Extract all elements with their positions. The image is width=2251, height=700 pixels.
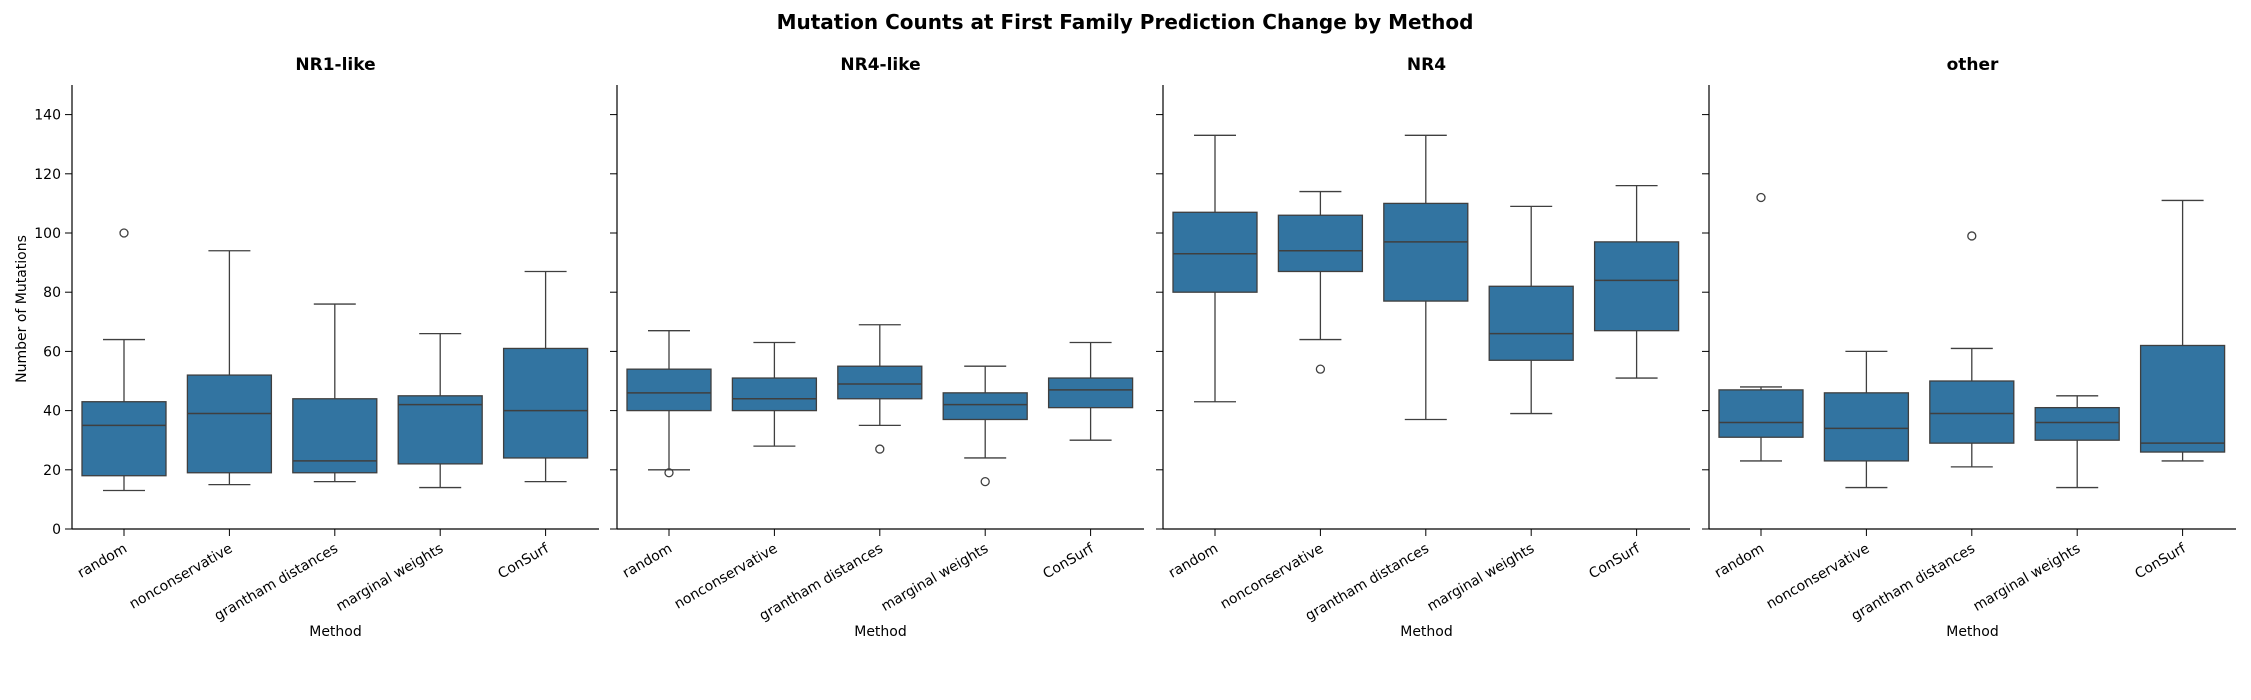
box-iqr [1172, 211, 1258, 293]
x-tick-label: random [1166, 541, 1221, 582]
y-tick-label: 80 [43, 285, 61, 301]
panel-1: NR4-likeMethodrandomnonconservativegrant… [610, 55, 1144, 640]
box-grantham-distances [1383, 134, 1469, 421]
panel-title: NR1-like [295, 55, 375, 75]
box-iqr [1823, 392, 1910, 462]
y-tick-label: 140 [34, 108, 61, 124]
box-random [81, 228, 167, 492]
panel-title: other [1947, 55, 1999, 75]
box-marginal-weights [942, 365, 1028, 487]
box-nonconservative [731, 341, 818, 447]
panel-title: NR4 [1407, 55, 1446, 75]
box-marginal-weights [1488, 205, 1574, 415]
box-iqr [1047, 377, 1134, 409]
x-axis-label: Method [1400, 624, 1453, 640]
outlier-point [1967, 231, 1977, 241]
x-tick-label: nonconservative [1764, 541, 1873, 613]
y-tick-label: 120 [34, 167, 61, 183]
x-axis-label: Method [309, 624, 362, 640]
x-tick-label: ConSurf [495, 540, 552, 582]
outlier-point [1315, 364, 1326, 374]
box-consurf [1047, 341, 1134, 441]
figure-title: Mutation Counts at First Family Predicti… [777, 10, 1474, 34]
x-tick-label: nonconservative [1218, 541, 1327, 613]
outlier-point [664, 468, 674, 478]
x-tick-label: marginal weights [1425, 541, 1538, 615]
x-axis-label: Method [1946, 624, 1999, 640]
outlier-point [119, 228, 129, 238]
panel-0: NR1-like 0 20 40 60 80 100 120 140 Number of Muta… [14, 55, 599, 640]
box-iqr [626, 368, 712, 412]
box-iqr [397, 395, 483, 465]
x-tick-label: marginal weights [879, 541, 992, 615]
x-tick-label: nonconservative [127, 541, 236, 613]
x-tick-label: ConSurf [2132, 540, 2189, 582]
box-iqr [942, 392, 1028, 421]
box-random [1718, 192, 1804, 462]
x-tick-label: nonconservative [672, 541, 781, 613]
x-tick-label: ConSurf [1586, 540, 1643, 582]
outlier-point [1756, 192, 1766, 203]
box-iqr [502, 347, 589, 459]
x-tick-label: random [75, 541, 130, 582]
box-iqr [1593, 241, 1680, 332]
box-grantham-distances [292, 303, 378, 483]
box-iqr [2139, 344, 2226, 453]
outlier-point [980, 476, 990, 487]
panel-3: otherMethodrandomnonconservativegrantham… [1702, 55, 2236, 640]
box-grantham-distances [1929, 231, 2015, 468]
box-iqr [186, 374, 273, 474]
y-tick-label: 40 [43, 404, 61, 420]
box-consurf [1593, 184, 1680, 379]
box-random [1172, 134, 1258, 403]
box-iqr [1383, 202, 1469, 302]
x-tick-label: random [620, 541, 675, 582]
box-iqr [81, 401, 167, 477]
box-iqr [2034, 406, 2120, 441]
x-axis-label: Method [854, 624, 907, 640]
box-nonconservative [1277, 190, 1364, 374]
box-grantham-distances [837, 324, 923, 454]
x-tick-label: ConSurf [1040, 540, 1097, 582]
x-tick-label: marginal weights [334, 541, 447, 615]
box-iqr [1929, 380, 2015, 444]
box-iqr [1277, 214, 1364, 273]
y-axis-label: Number of Mutations [14, 235, 30, 383]
outlier-point [875, 444, 885, 454]
box-consurf [502, 270, 589, 483]
box-iqr [1718, 389, 1804, 438]
box-marginal-weights [2034, 395, 2120, 489]
box-iqr [731, 377, 818, 412]
y-tick-label: 100 [34, 226, 61, 242]
panels: NR1-like 0 20 40 60 80 100 120 140 Number of Muta… [14, 55, 2236, 640]
box-nonconservative [186, 250, 273, 486]
box-random [626, 330, 712, 478]
box-iqr [1488, 285, 1574, 361]
box-marginal-weights [397, 332, 483, 489]
y-tick-label: 0 [52, 522, 61, 538]
box-consurf [2139, 199, 2226, 462]
y-tick-label: 20 [43, 463, 61, 479]
panel-title: NR4-like [840, 55, 920, 75]
y-tick-label: 60 [43, 344, 61, 360]
box-nonconservative [1823, 350, 1910, 489]
box-iqr [837, 365, 923, 400]
x-tick-label: random [1712, 541, 1767, 582]
x-tick-label: marginal weights [1971, 541, 2084, 615]
